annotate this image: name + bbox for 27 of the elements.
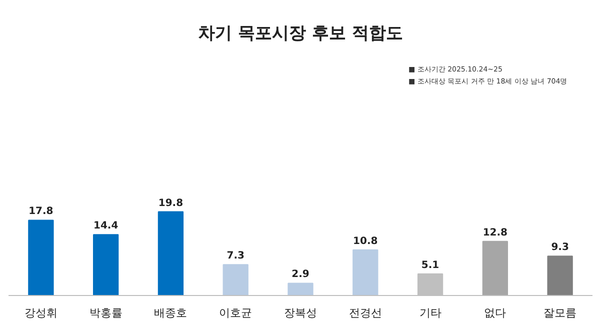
data-label: 2.9	[292, 269, 310, 280]
data-label: 19.8	[158, 198, 184, 209]
bar	[158, 211, 184, 296]
x-tick-label: 배종호	[154, 306, 188, 320]
bar	[93, 234, 119, 296]
x-tick-label: 이호균	[219, 306, 252, 320]
bar	[547, 256, 573, 296]
x-tick-label: 장복성	[284, 306, 317, 320]
data-label: 17.8	[28, 206, 54, 218]
x-tick-label: 기타	[419, 306, 442, 320]
bar	[482, 240, 508, 296]
data-label: 14.4	[93, 220, 118, 232]
x-tick-label: 강성휘	[24, 306, 58, 320]
x-tick-label: 박홍률	[89, 306, 122, 320]
x-tick-label: 잘모름	[544, 306, 577, 320]
x-tick-label: 없다	[484, 306, 506, 320]
bar	[28, 220, 54, 296]
bar	[222, 264, 248, 296]
data-label: 7.3	[226, 250, 245, 262]
x-tick-label: 전경선	[348, 306, 382, 320]
chart-title: 차기 목포시장 후보 적합도	[198, 24, 403, 44]
data-label: 10.8	[353, 236, 378, 247]
bar	[288, 282, 314, 296]
data-label: 9.3	[551, 242, 569, 254]
data-label: 5.1	[421, 260, 440, 271]
bar	[352, 249, 378, 296]
data-label: 12.8	[482, 227, 508, 238]
